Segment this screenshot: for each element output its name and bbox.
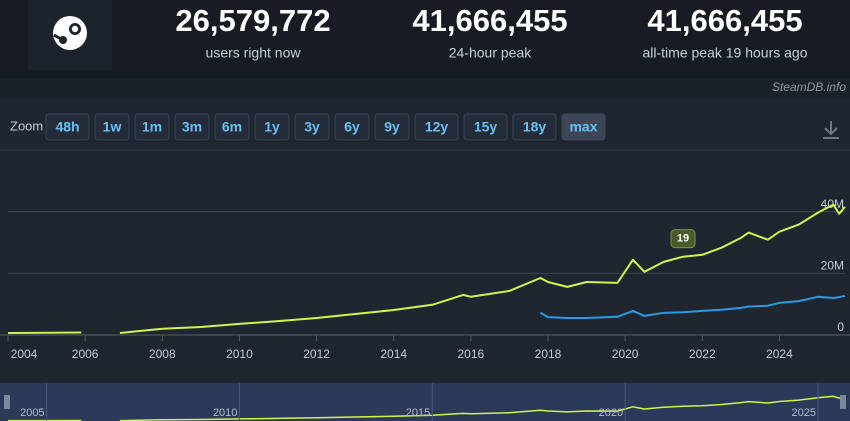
navigator-handle[interactable] [4,395,10,409]
zoom-button[interactable] [512,113,557,141]
zoom-button[interactable] [414,113,459,141]
x-tick-label: 2012 [303,347,330,361]
zoom-button[interactable] [334,113,370,141]
stat-value: 26,579,772 [175,3,330,38]
zoom-button-label[interactable]: 3y [304,119,320,135]
zoom-button-label[interactable]: 9y [384,119,400,135]
x-tick-label: 2020 [612,347,639,361]
x-tick-label: 2016 [458,347,485,361]
zoom-button-label[interactable]: 1m [142,119,162,135]
zoom-button-label[interactable]: 6m [222,119,242,135]
zoom-button-label[interactable]: 15y [474,119,498,135]
series-line [539,294,846,319]
navigator-tick-label: 2015 [406,407,430,419]
zoom-button-label[interactable]: 3m [182,119,202,135]
zoom-button-label[interactable]: 1w [103,119,122,135]
navigator-handle[interactable] [840,395,846,409]
zoom-button[interactable] [134,113,170,141]
x-tick-label: 2014 [380,347,407,361]
stat-value: 41,666,455 [412,3,567,38]
x-tick-label: 2008 [149,347,176,361]
credit-band [0,78,850,98]
download-icon[interactable] [823,121,839,139]
x-tick-label: 2006 [72,347,99,361]
zoom-label: Zoom [10,118,43,133]
x-tick-label: 2022 [689,347,716,361]
x-tick-label: 2004 [11,347,38,361]
navigator-tick-label: 2025 [792,407,816,419]
zoom-button[interactable] [561,113,606,141]
navigator-tick-label: 2005 [20,407,44,419]
zoom-button[interactable] [294,113,330,141]
y-tick-label: 0 [837,320,844,334]
zoom-button[interactable] [254,113,290,141]
navigator-tick-label: 2010 [213,407,237,419]
navigator [0,383,850,421]
zoom-button-label[interactable]: max [569,119,597,135]
zoom-button[interactable] [214,113,250,141]
zoom-button[interactable] [463,113,508,141]
steam-logo [53,16,87,50]
annotation-flag [670,229,696,249]
zoom-button[interactable] [174,113,210,141]
y-tick-label: 20M [821,259,844,273]
series-line [7,203,846,334]
navigator-tick-label: 2020 [599,407,623,419]
zoom-button[interactable] [374,113,410,141]
annotation-label: 19 [677,233,689,245]
x-tick-label: 2024 [766,347,793,361]
zoom-button[interactable] [45,113,90,141]
x-tick-label: 2018 [535,347,562,361]
stat-value: 41,666,455 [647,3,802,38]
zoom-button-label[interactable]: 1y [264,119,280,135]
x-tick-label: 2010 [226,347,253,361]
stat-label: all-time peak 19 hours ago [643,45,808,61]
zoom-button-label[interactable]: 12y [425,119,449,135]
stats-band [0,0,850,78]
stat-label: users right now [206,45,302,61]
zoom-button-label[interactable]: 48h [55,119,79,135]
zoom-button-label[interactable]: 6y [344,119,360,135]
zoom-button[interactable] [94,113,130,141]
credit: SteamDB.info [772,80,846,94]
zoom-button-label[interactable]: 18y [523,119,547,135]
stat-label: 24-hour peak [449,45,533,61]
